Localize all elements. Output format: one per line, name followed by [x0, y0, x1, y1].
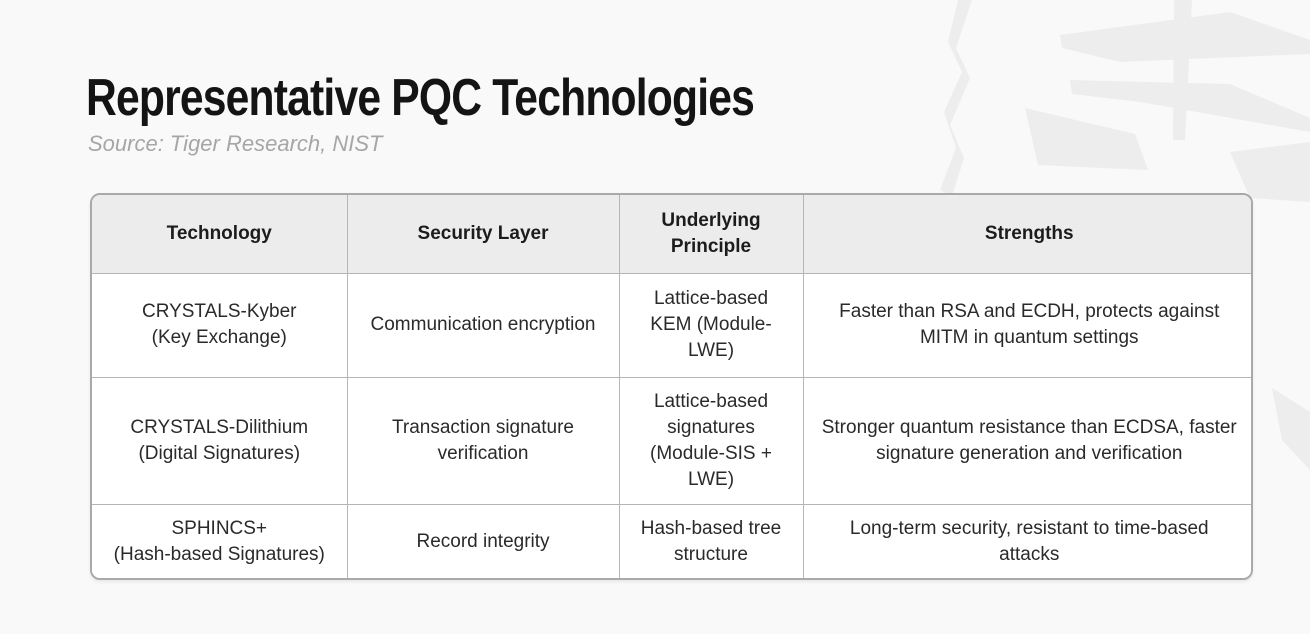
table-row-kyber: CRYSTALS-Kyber (Key Exchange) Communicat… — [92, 273, 1251, 378]
column-header-underlying-principle: Underlying Principle — [619, 195, 804, 274]
cell-security-layer: Record integrity — [347, 504, 620, 578]
cell-technology: CRYSTALS-Dilithium (Digital Signatures) — [92, 377, 348, 505]
technology-subtitle: (Digital Signatures) — [138, 442, 301, 464]
cell-security-layer: Communication encryption — [347, 273, 620, 378]
page-title: Representative PQC Technologies — [86, 69, 755, 127]
cell-underlying-principle: Hash-based tree structure — [619, 504, 804, 578]
technology-name: SPHINCS+ — [171, 518, 268, 540]
cell-security-layer: Transaction signature verification — [347, 377, 620, 505]
table-header-row: Technology Security Layer Underlying Pri… — [92, 195, 1251, 274]
technology-name: CRYSTALS-Kyber — [141, 301, 297, 322]
column-header-strengths: Strengths — [803, 195, 1251, 274]
column-header-security-layer: Security Layer — [347, 195, 620, 274]
table-row-sphincs: SPHINCS+ (Hash-based Signatures) Record … — [92, 504, 1251, 578]
cell-underlying-principle: Lattice-based signatures (Module-SIS + L… — [619, 377, 804, 505]
technology-subtitle: (Hash-based Signatures) — [113, 544, 325, 566]
table-row-dilithium: CRYSTALS-Dilithium (Digital Signatures) … — [92, 377, 1251, 505]
cell-underlying-principle: Lattice-based KEM (Module-LWE) — [619, 273, 804, 378]
column-header-technology: Technology — [92, 195, 348, 274]
technology-name: CRYSTALS-Dilithium — [130, 416, 309, 438]
cell-strengths: Stronger quantum resistance than ECDSA, … — [803, 377, 1251, 505]
cell-strengths: Faster than RSA and ECDH, protects again… — [803, 273, 1251, 378]
pqc-table-container: Technology Security Layer Underlying Pri… — [90, 193, 1253, 580]
cell-technology: SPHINCS+ (Hash-based Signatures) — [92, 504, 348, 578]
source-caption: Source: Tiger Research, NIST — [88, 131, 383, 156]
cell-strengths: Long-term security, resistant to time-ba… — [803, 504, 1251, 578]
pqc-table: Technology Security Layer Underlying Pri… — [92, 195, 1251, 578]
technology-subtitle: (Key Exchange) — [151, 327, 287, 348]
cell-technology: CRYSTALS-Kyber (Key Exchange) — [92, 273, 348, 378]
